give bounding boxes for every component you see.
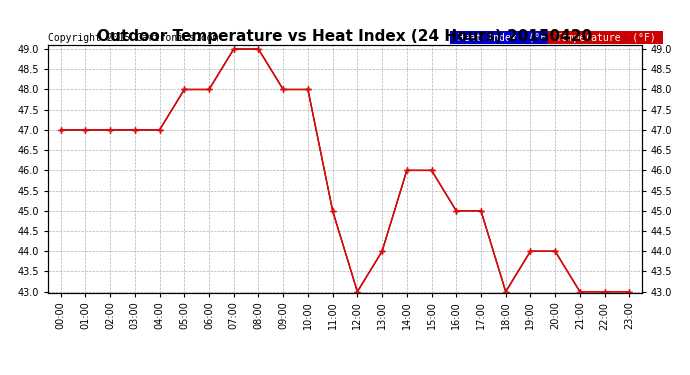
Text: Temperature  (°F): Temperature (°F) (550, 33, 661, 42)
Text: Heat Index  (°F): Heat Index (°F) (452, 33, 558, 42)
Title: Outdoor Temperature vs Heat Index (24 Hours) 20150420: Outdoor Temperature vs Heat Index (24 Ho… (97, 29, 593, 44)
Text: Copyright 2015 Cartronics.com: Copyright 2015 Cartronics.com (48, 33, 219, 42)
